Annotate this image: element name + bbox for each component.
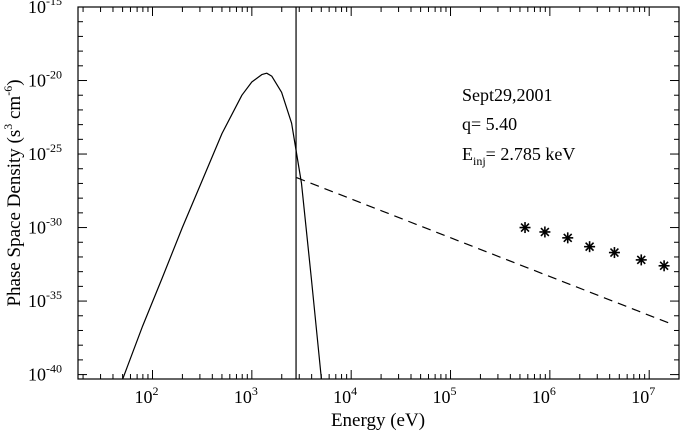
- marker-stroke: [659, 261, 669, 271]
- y-tick-base: 10: [28, 291, 46, 311]
- annotation-q: q= 5.40: [462, 114, 517, 134]
- y-axis-title-expm6: -6: [1, 86, 15, 96]
- annotation-einj-value: = 2.785 keV: [486, 144, 576, 164]
- x-tick-exp: 4: [351, 384, 357, 398]
- thermal-curve: [122, 72, 322, 380]
- y-axis-title-suffix: ): [4, 79, 25, 85]
- y-tick-base: 10: [28, 218, 46, 238]
- observation-marker: [562, 232, 574, 244]
- y-tick-exp: -40: [46, 362, 62, 376]
- x-tick-base: 10: [433, 387, 451, 407]
- marker-stroke: [585, 242, 595, 252]
- y-tick-exp: -20: [46, 68, 62, 82]
- x-tick-base: 10: [333, 387, 351, 407]
- y-tick-exp: -35: [46, 288, 62, 302]
- marker-stroke: [540, 227, 550, 237]
- series-layer: [122, 72, 670, 380]
- x-tick-exp: 6: [550, 384, 556, 398]
- plot-frame: [77, 6, 680, 380]
- annotation-einj-prefix: E: [462, 144, 473, 164]
- annotation-einj-sub: inj: [473, 154, 486, 168]
- marker-stroke: [520, 223, 530, 233]
- x-tick-base: 10: [532, 387, 550, 407]
- y-axis-title-prefix: Phase Space Density (s: [4, 130, 25, 307]
- observation-marker: [658, 260, 670, 272]
- marker-stroke: [563, 233, 573, 243]
- y-tick-exp: -25: [46, 141, 62, 155]
- y-tick-label: 10-30: [28, 215, 62, 238]
- x-tick-label: 102: [135, 384, 159, 407]
- y-tick-label: 10-25: [28, 141, 62, 164]
- y-tick-base: 10: [28, 0, 46, 17]
- x-tick-exp: 5: [451, 384, 457, 398]
- y-axis-title-mid: cm: [4, 96, 25, 124]
- x-tick-exp: 3: [252, 384, 258, 398]
- x-tick-label: 106: [532, 384, 556, 407]
- x-tick-label: 105: [433, 384, 457, 407]
- marker-stroke: [636, 255, 646, 265]
- observation-markers: [519, 222, 670, 272]
- x-tick-labels: 102 103 104 105 106 107: [135, 384, 656, 407]
- observation-marker: [635, 254, 647, 266]
- observation-marker: [519, 222, 531, 234]
- y-axis-title: Phase Space Density (s3 cm-6): [1, 79, 25, 306]
- y-tick-label: 10-40: [28, 362, 62, 385]
- x-tick-exp: 2: [153, 384, 159, 398]
- x-tick-base: 10: [234, 387, 252, 407]
- y-tick-exp: -15: [46, 0, 62, 8]
- observation-marker: [539, 226, 551, 238]
- marker-stroke: [609, 248, 619, 258]
- y-axis-title-exp3: 3: [1, 124, 15, 130]
- y-tick-label: 10-15: [28, 0, 62, 17]
- power-law-line: [296, 177, 670, 324]
- observation-marker: [584, 241, 596, 253]
- observation-marker: [608, 247, 620, 259]
- x-tick-label: 104: [333, 384, 357, 407]
- x-tick-exp: 7: [649, 384, 655, 398]
- annotation-einj: Einj= 2.785 keV: [462, 144, 575, 168]
- y-tick-label: 10-20: [28, 68, 62, 91]
- y-tick-label: 10-35: [28, 288, 62, 311]
- axis-ticks: [78, 6, 679, 379]
- y-tick-base: 10: [28, 144, 46, 164]
- x-tick-label: 103: [234, 384, 258, 407]
- x-tick-base: 10: [135, 387, 153, 407]
- x-tick-label: 107: [631, 384, 655, 407]
- y-tick-exp: -30: [46, 215, 62, 229]
- annotation-date: Sept29,2001: [462, 85, 553, 105]
- x-axis-title: Energy (eV): [331, 410, 425, 431]
- y-tick-base: 10: [28, 365, 46, 385]
- y-tick-base: 10: [28, 71, 46, 91]
- x-tick-base: 10: [631, 387, 649, 407]
